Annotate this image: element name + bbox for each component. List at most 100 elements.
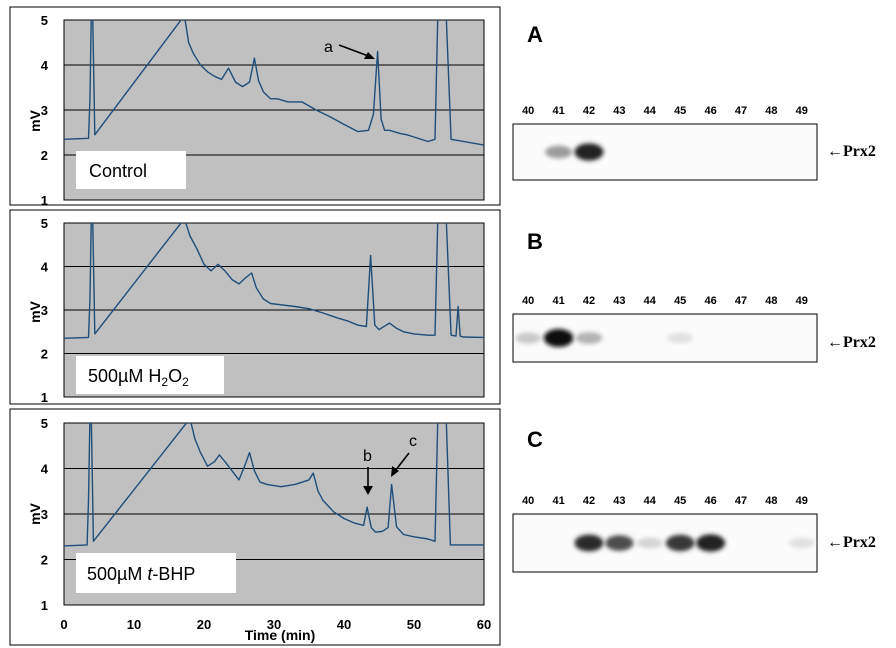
lane-number: 48 <box>765 295 777 307</box>
arrow-c <box>391 452 410 477</box>
lane-number: 47 <box>735 105 747 117</box>
lane-number: 43 <box>613 495 625 507</box>
lane-number: 43 <box>613 105 625 117</box>
band <box>574 534 604 552</box>
lane-number: 44 <box>644 105 657 117</box>
lane-number: 44 <box>644 495 657 507</box>
y-tick-labels: 1 2 3 4 5 <box>41 13 49 208</box>
band <box>667 332 694 344</box>
prx2-label: ←Prx2 <box>827 143 876 160</box>
x-tick-labels: 0 10 20 30 40 50 60 <box>60 617 491 632</box>
panel-frame <box>9 408 501 646</box>
lane-number: 48 <box>765 105 777 117</box>
y-tick-label: 4 <box>41 260 49 275</box>
prx2-label: ←Prx2 <box>827 334 876 351</box>
lane-number: 46 <box>704 295 716 307</box>
lane-number: 49 <box>796 295 808 307</box>
trace-line <box>64 20 484 146</box>
lane-number: 48 <box>765 495 777 507</box>
x-tick-label: 40 <box>337 617 351 632</box>
lane-number: 47 <box>735 495 747 507</box>
y-tick-label: 2 <box>41 148 48 163</box>
y-tick-label: 3 <box>41 507 48 522</box>
band <box>575 332 603 344</box>
y-tick-label: 5 <box>41 416 48 431</box>
x-tick-label: 20 <box>197 617 211 632</box>
chromatogram-tbhp: 1 2 3 4 5 0 10 20 30 40 50 60 mV Time (min) 500µM … <box>9 408 501 646</box>
lane-numbers: 40 41 42 43 44 45 46 47 48 49 <box>522 495 808 507</box>
blot-strip <box>512 513 818 573</box>
y-tick-label: 1 <box>41 598 48 613</box>
condition-label-box <box>76 356 224 394</box>
bands <box>574 534 815 552</box>
x-tick-label: 50 <box>407 617 421 632</box>
y-tick-label: 4 <box>41 58 49 73</box>
y-tick-label: 2 <box>41 553 48 568</box>
lane-number: 46 <box>704 495 716 507</box>
x-tick-label: 0 <box>60 617 67 632</box>
peak-label-b: b <box>363 448 372 465</box>
lane-number: 44 <box>644 295 657 307</box>
lane-number: 46 <box>704 105 716 117</box>
y-tick-label: 5 <box>41 13 48 28</box>
band <box>543 329 574 347</box>
prx2-label: ←Prx2 <box>827 534 876 551</box>
blot-panel-b: B 40 41 42 43 44 45 46 47 48 49 ←Prx2 <box>512 229 876 363</box>
condition-label: 500µM H2O2 <box>88 366 189 389</box>
condition-label: 500µM t-BHP <box>87 564 195 584</box>
y-tick-label: 3 <box>41 303 48 318</box>
lane-number: 40 <box>522 105 534 117</box>
band <box>696 534 726 552</box>
lane-number: 41 <box>552 495 564 507</box>
y-axis-label: mV <box>27 502 43 524</box>
x-tick-label: 10 <box>127 617 141 632</box>
y-tick-labels: 1 2 3 4 5 <box>41 416 49 613</box>
lane-number: 49 <box>796 495 808 507</box>
lane-number: 41 <box>552 105 564 117</box>
y-tick-label: 5 <box>41 216 48 231</box>
band <box>788 537 815 549</box>
lane-numbers: 40 41 42 43 44 45 46 47 48 49 <box>522 105 808 117</box>
lane-number: 45 <box>674 495 686 507</box>
y-tick-label: 2 <box>41 347 48 362</box>
y-axis-label: mV <box>27 300 43 322</box>
arrow-b <box>363 467 373 495</box>
lane-number: 47 <box>735 295 747 307</box>
panel-letter-a: A <box>527 22 543 47</box>
gridlines <box>64 266 484 354</box>
chromatogram-trace <box>64 20 484 146</box>
panel-letter-c: C <box>527 427 543 452</box>
x-tick-label: 60 <box>477 617 491 632</box>
band <box>515 332 542 344</box>
bands <box>515 329 694 347</box>
lane-number: 45 <box>674 105 686 117</box>
peak-label-c: c <box>409 433 417 450</box>
y-tick-label: 3 <box>41 103 48 118</box>
condition-label-box <box>76 151 186 189</box>
band <box>574 143 604 161</box>
lane-number: 42 <box>583 105 595 117</box>
chromatogram-trace <box>64 423 484 547</box>
lane-number: 41 <box>552 295 564 307</box>
panel-frame <box>9 209 501 405</box>
chromatogram-trace <box>64 223 484 339</box>
trace-line <box>64 223 484 339</box>
panel-letter-b: B <box>527 229 543 254</box>
lane-number: 45 <box>674 295 686 307</box>
condition-label: Control <box>89 161 147 181</box>
lane-numbers: 40 41 42 43 44 45 46 47 48 49 <box>522 295 808 307</box>
panel-frame <box>9 6 501 206</box>
chromatogram-h2o2: 1 2 3 4 5 mV 500µM H2O2 <box>9 209 501 405</box>
band <box>636 537 663 549</box>
band <box>545 145 573 159</box>
y-tick-label: 1 <box>41 193 48 208</box>
blot-panel-c: C 40 41 42 43 44 45 46 47 48 49 ←Prx2 <box>512 427 876 573</box>
y-tick-label: 1 <box>41 390 48 405</box>
band <box>605 535 634 551</box>
trace-line <box>64 423 484 547</box>
y-tick-label: 4 <box>41 462 49 477</box>
peak-label-a: a <box>324 39 333 56</box>
lane-number: 42 <box>583 295 595 307</box>
bands <box>545 143 604 161</box>
lane-number: 40 <box>522 295 534 307</box>
